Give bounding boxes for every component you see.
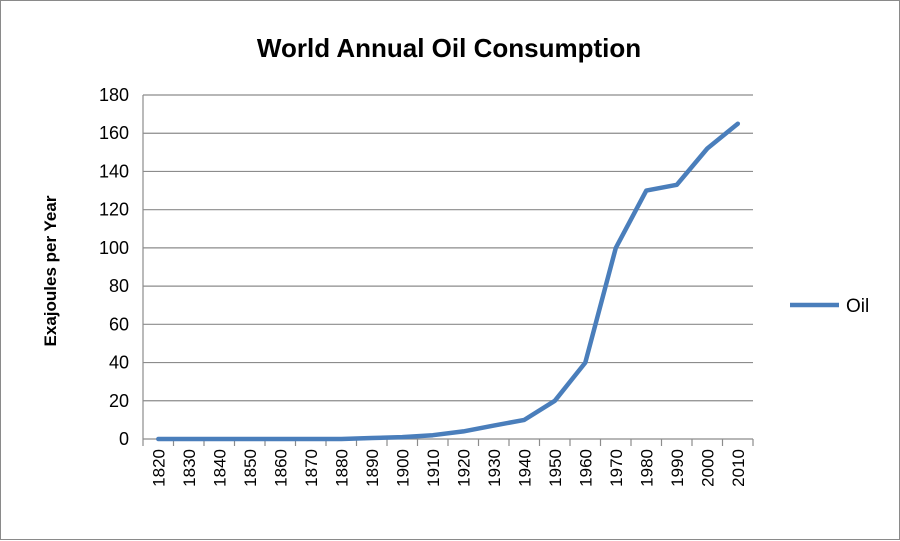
x-tick-label: 1930 <box>485 449 504 487</box>
y-tick-label: 140 <box>99 161 129 181</box>
y-tick-label: 60 <box>109 314 129 334</box>
x-tick-label: 1920 <box>454 449 473 487</box>
x-tick-label: 1830 <box>180 449 199 487</box>
legend: Oil <box>790 296 869 317</box>
y-tick-label: 180 <box>99 85 129 105</box>
chart-title: World Annual Oil Consumption <box>257 33 641 63</box>
gridlines <box>143 94 753 402</box>
x-tick-label: 1970 <box>607 449 626 487</box>
y-axis-label: Exajoules per Year <box>41 195 60 346</box>
x-tick-label: 1890 <box>363 449 382 487</box>
x-tick-label: 1850 <box>241 449 260 487</box>
x-tick-label: 2010 <box>729 449 748 487</box>
x-tick-label: 2000 <box>698 449 717 487</box>
series-line-oil <box>156 121 741 442</box>
x-tick-label: 1880 <box>332 449 351 487</box>
x-tick-labels: 1820 1830 1840 1850 1860 1870 1880 1890 1900 1910… <box>149 449 748 487</box>
x-tick-label: 1940 <box>515 449 534 487</box>
x-tick-label: 1870 <box>302 449 321 487</box>
y-tick-label: 20 <box>109 391 129 411</box>
x-tick-label: 1910 <box>424 449 443 487</box>
y-tick-label: 80 <box>109 276 129 296</box>
y-tick-labels: 0 20 40 60 80 100 120 140 160 180 <box>99 85 129 449</box>
x-tick-label: 1960 <box>576 449 595 487</box>
x-tick-label: 1840 <box>210 449 229 487</box>
x-tick-label: 1950 <box>546 449 565 487</box>
y-tick-label: 120 <box>99 200 129 220</box>
y-tick-label: 100 <box>99 238 129 258</box>
x-tick-label: 1980 <box>637 449 656 487</box>
x-tick-label: 1990 <box>668 449 687 487</box>
legend-label: Oil <box>846 296 869 317</box>
y-tick-label: 160 <box>99 123 129 143</box>
axes <box>142 95 754 446</box>
x-tick-label: 1860 <box>271 449 290 487</box>
y-tick-label: 40 <box>109 353 129 373</box>
x-tick-label: 1900 <box>393 449 412 487</box>
plot-area <box>156 121 741 442</box>
x-tick-label: 1820 <box>149 449 168 487</box>
y-tick-label: 0 <box>119 429 129 449</box>
